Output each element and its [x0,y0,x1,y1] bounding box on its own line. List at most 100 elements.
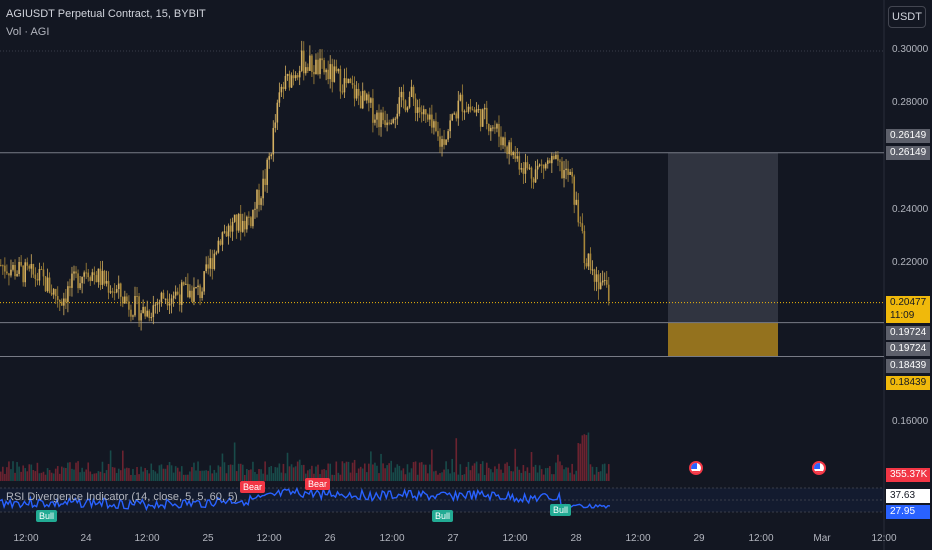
volume-bar [26,471,29,481]
candle-body [124,296,126,304]
volume-bar [355,472,358,481]
candle-body [424,109,427,115]
candle-body [435,121,437,132]
volume-bar [351,462,354,481]
volume-bar [563,469,565,481]
volume-bar [189,471,191,481]
volume-bar [130,474,132,481]
volume-bar [207,470,209,481]
candle-body [357,88,360,96]
candle-body [207,264,209,269]
us-flag-event-icon[interactable] [689,461,703,475]
candle-body [514,152,517,159]
candle-body [107,280,110,293]
candle-body [270,154,273,157]
candle-body [492,127,494,129]
volume-bar [589,464,592,481]
candle-body [288,73,291,88]
candle-body [36,279,39,281]
candle-body [563,170,565,179]
volume-bar [559,461,561,481]
volume-bar [363,463,366,481]
volume-bar [124,468,126,481]
candle-body [587,253,590,267]
volume-bar [6,467,8,481]
candle-body [219,240,222,245]
candle-body [544,163,547,169]
candle-body [498,124,500,137]
volume-bar [581,435,584,481]
volume-bar [512,471,514,481]
volume-bar [227,465,230,481]
volume-bar [309,469,311,481]
level-label: 0.26149 [886,129,930,143]
volume-bar [412,462,415,481]
volume-bar [191,467,193,481]
candle-body [38,268,41,281]
price-tick: 0.28000 [892,97,929,108]
bear-signal: Bear [240,481,266,493]
candle-body [75,271,77,274]
currency-button[interactable]: USDT [888,6,926,28]
symbol-title[interactable]: AGIUSDT Perpetual Contract, 15, BYBIT [6,8,206,20]
bull-signal: Bull [36,510,58,522]
volume-bar [384,468,386,481]
volume-bar [22,465,24,481]
candle-body [40,268,43,270]
volume-bar [319,474,321,481]
candle-body [77,273,79,289]
bull-signal: Bull [432,510,454,522]
volume-bar [599,471,602,481]
volume-bar [109,450,112,481]
candle-body [305,67,307,74]
candle-body [233,214,236,222]
candle-body [32,264,35,275]
volume-bar [282,463,285,481]
volume-bar [183,474,185,481]
price-tick: 0.30000 [892,44,929,55]
candle-body [85,272,87,274]
candle-body [534,169,537,183]
candle-body [439,136,441,147]
candle-body [577,199,580,223]
volume-bar [530,452,533,481]
volume-indicator-title[interactable]: Vol · AGI [6,26,50,38]
candle-body [557,154,559,161]
volume-bar [99,471,102,481]
candle-body [402,91,405,101]
candle-body [536,165,539,170]
volume-bar [307,470,309,481]
volume-bar [237,463,240,481]
volume-bar [429,464,431,481]
candle-body [555,154,557,159]
rsi-indicator-title[interactable]: RSI Divergence Indicator (14, close, 5, … [6,491,238,503]
level-label: 0.18439 [886,359,930,373]
volume-bar [311,465,313,481]
volume-bar [16,462,18,481]
candle-body [329,64,331,80]
volume-bar [158,465,161,481]
candle-body [392,119,395,123]
time-label: 12:00 [13,533,39,544]
volume-bar [424,464,427,481]
volume-bar [290,464,293,481]
candle-body [447,131,449,140]
us-flag-event-icon[interactable] [812,461,826,475]
time-label: 24 [80,533,92,544]
candle-body [166,298,169,306]
candle-body [518,156,521,170]
candle-body [30,264,33,269]
volume-bar [347,461,350,481]
volume-bar [48,470,51,481]
volume-bar [50,472,53,481]
volume-bar [390,460,392,481]
candle-body [605,280,608,285]
volume-bar [418,462,421,481]
volume-bar [280,472,283,481]
volume-bar [10,469,12,481]
volume-bar [164,468,167,481]
candle-body [496,124,498,129]
volume-bar [168,461,171,481]
volume-bar [382,463,384,481]
